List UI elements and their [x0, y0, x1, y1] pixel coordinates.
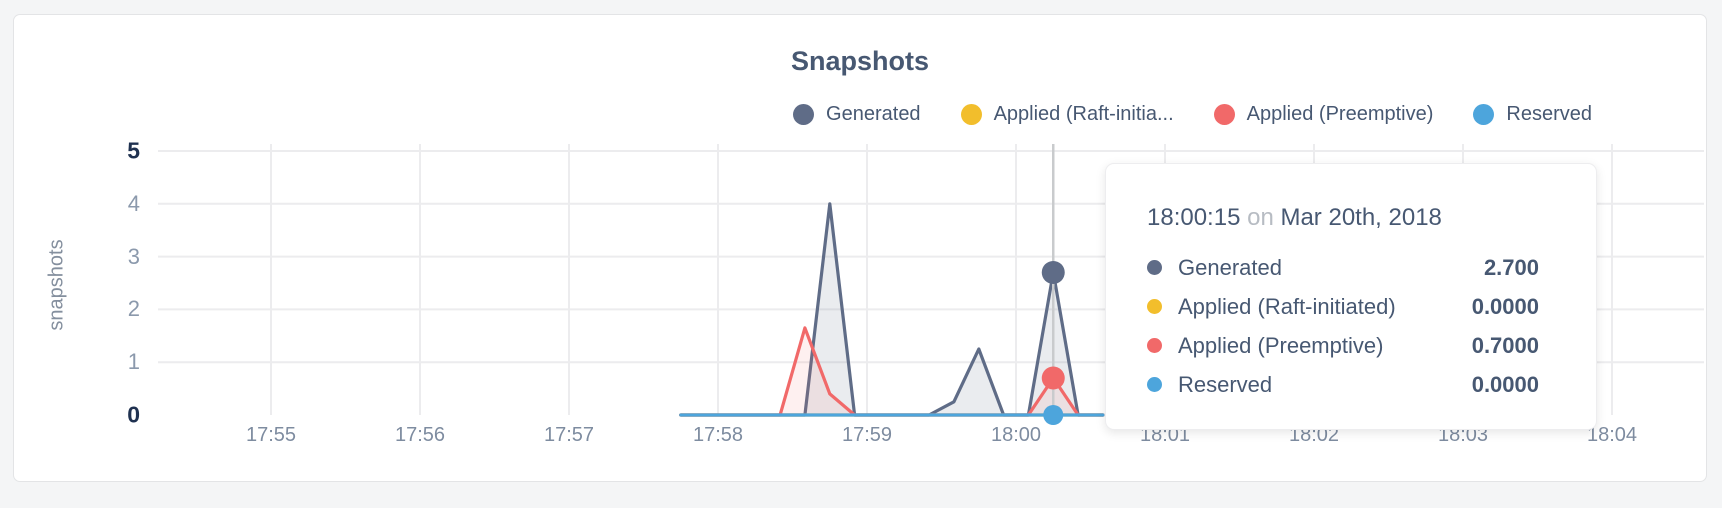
tooltip-series-value: 0.0000: [1471, 371, 1539, 397]
y-axis-tick-label: 4: [127, 190, 140, 216]
tooltip-row-generated: Generated 2.700: [1147, 248, 1539, 287]
legend-swatch-icon: [793, 104, 815, 125]
series-area-generated: [680, 203, 1103, 415]
hover-dot-reserved: [1043, 405, 1064, 425]
legend-label: Applied (Preemptive): [1246, 103, 1434, 125]
tooltip-series-value: 0.0000: [1471, 293, 1539, 319]
tooltip-rows: Generated 2.700 Applied (Raft-initiated) 0.…: [1147, 248, 1539, 404]
hover-dot-generated: [1041, 260, 1065, 284]
legend-item-applied-raft-initia[interactable]: Applied (Raft-initia...: [960, 103, 1174, 126]
legend-swatch-icon: [1473, 104, 1495, 125]
tooltip-series-dot-icon: [1147, 299, 1162, 314]
hover-dot-applied-preemptive: [1041, 366, 1065, 390]
y-axis-tick-label: 3: [127, 243, 140, 269]
tooltip-header: 18:00:15 on Mar 20th, 2018: [1147, 204, 1539, 232]
tooltip-series-dot-icon: [1147, 377, 1162, 392]
y-axis-tick-label: 1: [127, 349, 140, 375]
legend-item-reserved[interactable]: Reserved: [1473, 103, 1592, 126]
legend-label: Applied (Raft-initia...: [993, 103, 1174, 125]
x-axis-tick-label: 17:58: [692, 424, 744, 446]
tooltip-date: Mar 20th, 2018: [1280, 204, 1442, 231]
legend-swatch-icon: [1213, 104, 1235, 125]
tooltip-row-applied-raft-initiated: Applied (Raft-initiated) 0.0000: [1147, 287, 1539, 326]
legend-item-applied-preemptive[interactable]: Applied (Preemptive): [1213, 103, 1434, 126]
tooltip-series-label: Reserved: [1178, 371, 1273, 397]
legend-swatch-icon: [960, 104, 982, 125]
x-axis-tick-label: 17:59: [841, 424, 893, 446]
legend-label: Reserved: [1506, 103, 1592, 125]
legend-item-generated[interactable]: Generated: [793, 103, 921, 126]
legend: Generated Applied (Raft-initia... Applied …: [793, 103, 1592, 126]
tooltip-series-value: 0.7000: [1471, 332, 1539, 358]
tooltip-series-label: Applied (Raft-initiated): [1178, 293, 1396, 319]
tooltip: 18:00:15 on Mar 20th, 2018 Generated 2.70…: [1105, 163, 1597, 430]
x-axis-tick-label: 17:57: [543, 424, 595, 446]
tooltip-series-label: Applied (Preemptive): [1178, 332, 1384, 358]
tooltip-time: 18:00:15: [1147, 204, 1241, 231]
y-axis-label: snapshots: [45, 239, 68, 331]
tooltip-row-applied-preemptive: Applied (Preemptive) 0.7000: [1147, 326, 1539, 365]
x-axis-tick-label: 17:56: [394, 424, 446, 446]
x-axis-tick-label: 18:00: [990, 424, 1042, 446]
tooltip-row-reserved: Reserved 0.0000: [1147, 365, 1539, 404]
y-axis-tick-label: 0: [127, 401, 140, 428]
chart-title: Snapshots: [790, 46, 930, 76]
tooltip-series-dot-icon: [1147, 338, 1162, 353]
tooltip-series-label: Generated: [1178, 254, 1282, 280]
tooltip-series-dot-icon: [1147, 260, 1162, 275]
legend-label: Generated: [826, 103, 921, 125]
x-axis-tick-label: 18:04: [1586, 424, 1638, 446]
tooltip-series-value: 2.700: [1483, 254, 1539, 280]
y-axis-tick-label: 5: [127, 137, 140, 164]
y-axis-tick-label: 2: [127, 296, 140, 322]
x-axis-tick-label: 17:55: [245, 424, 297, 446]
tooltip-conjunction: on: [1247, 204, 1274, 231]
